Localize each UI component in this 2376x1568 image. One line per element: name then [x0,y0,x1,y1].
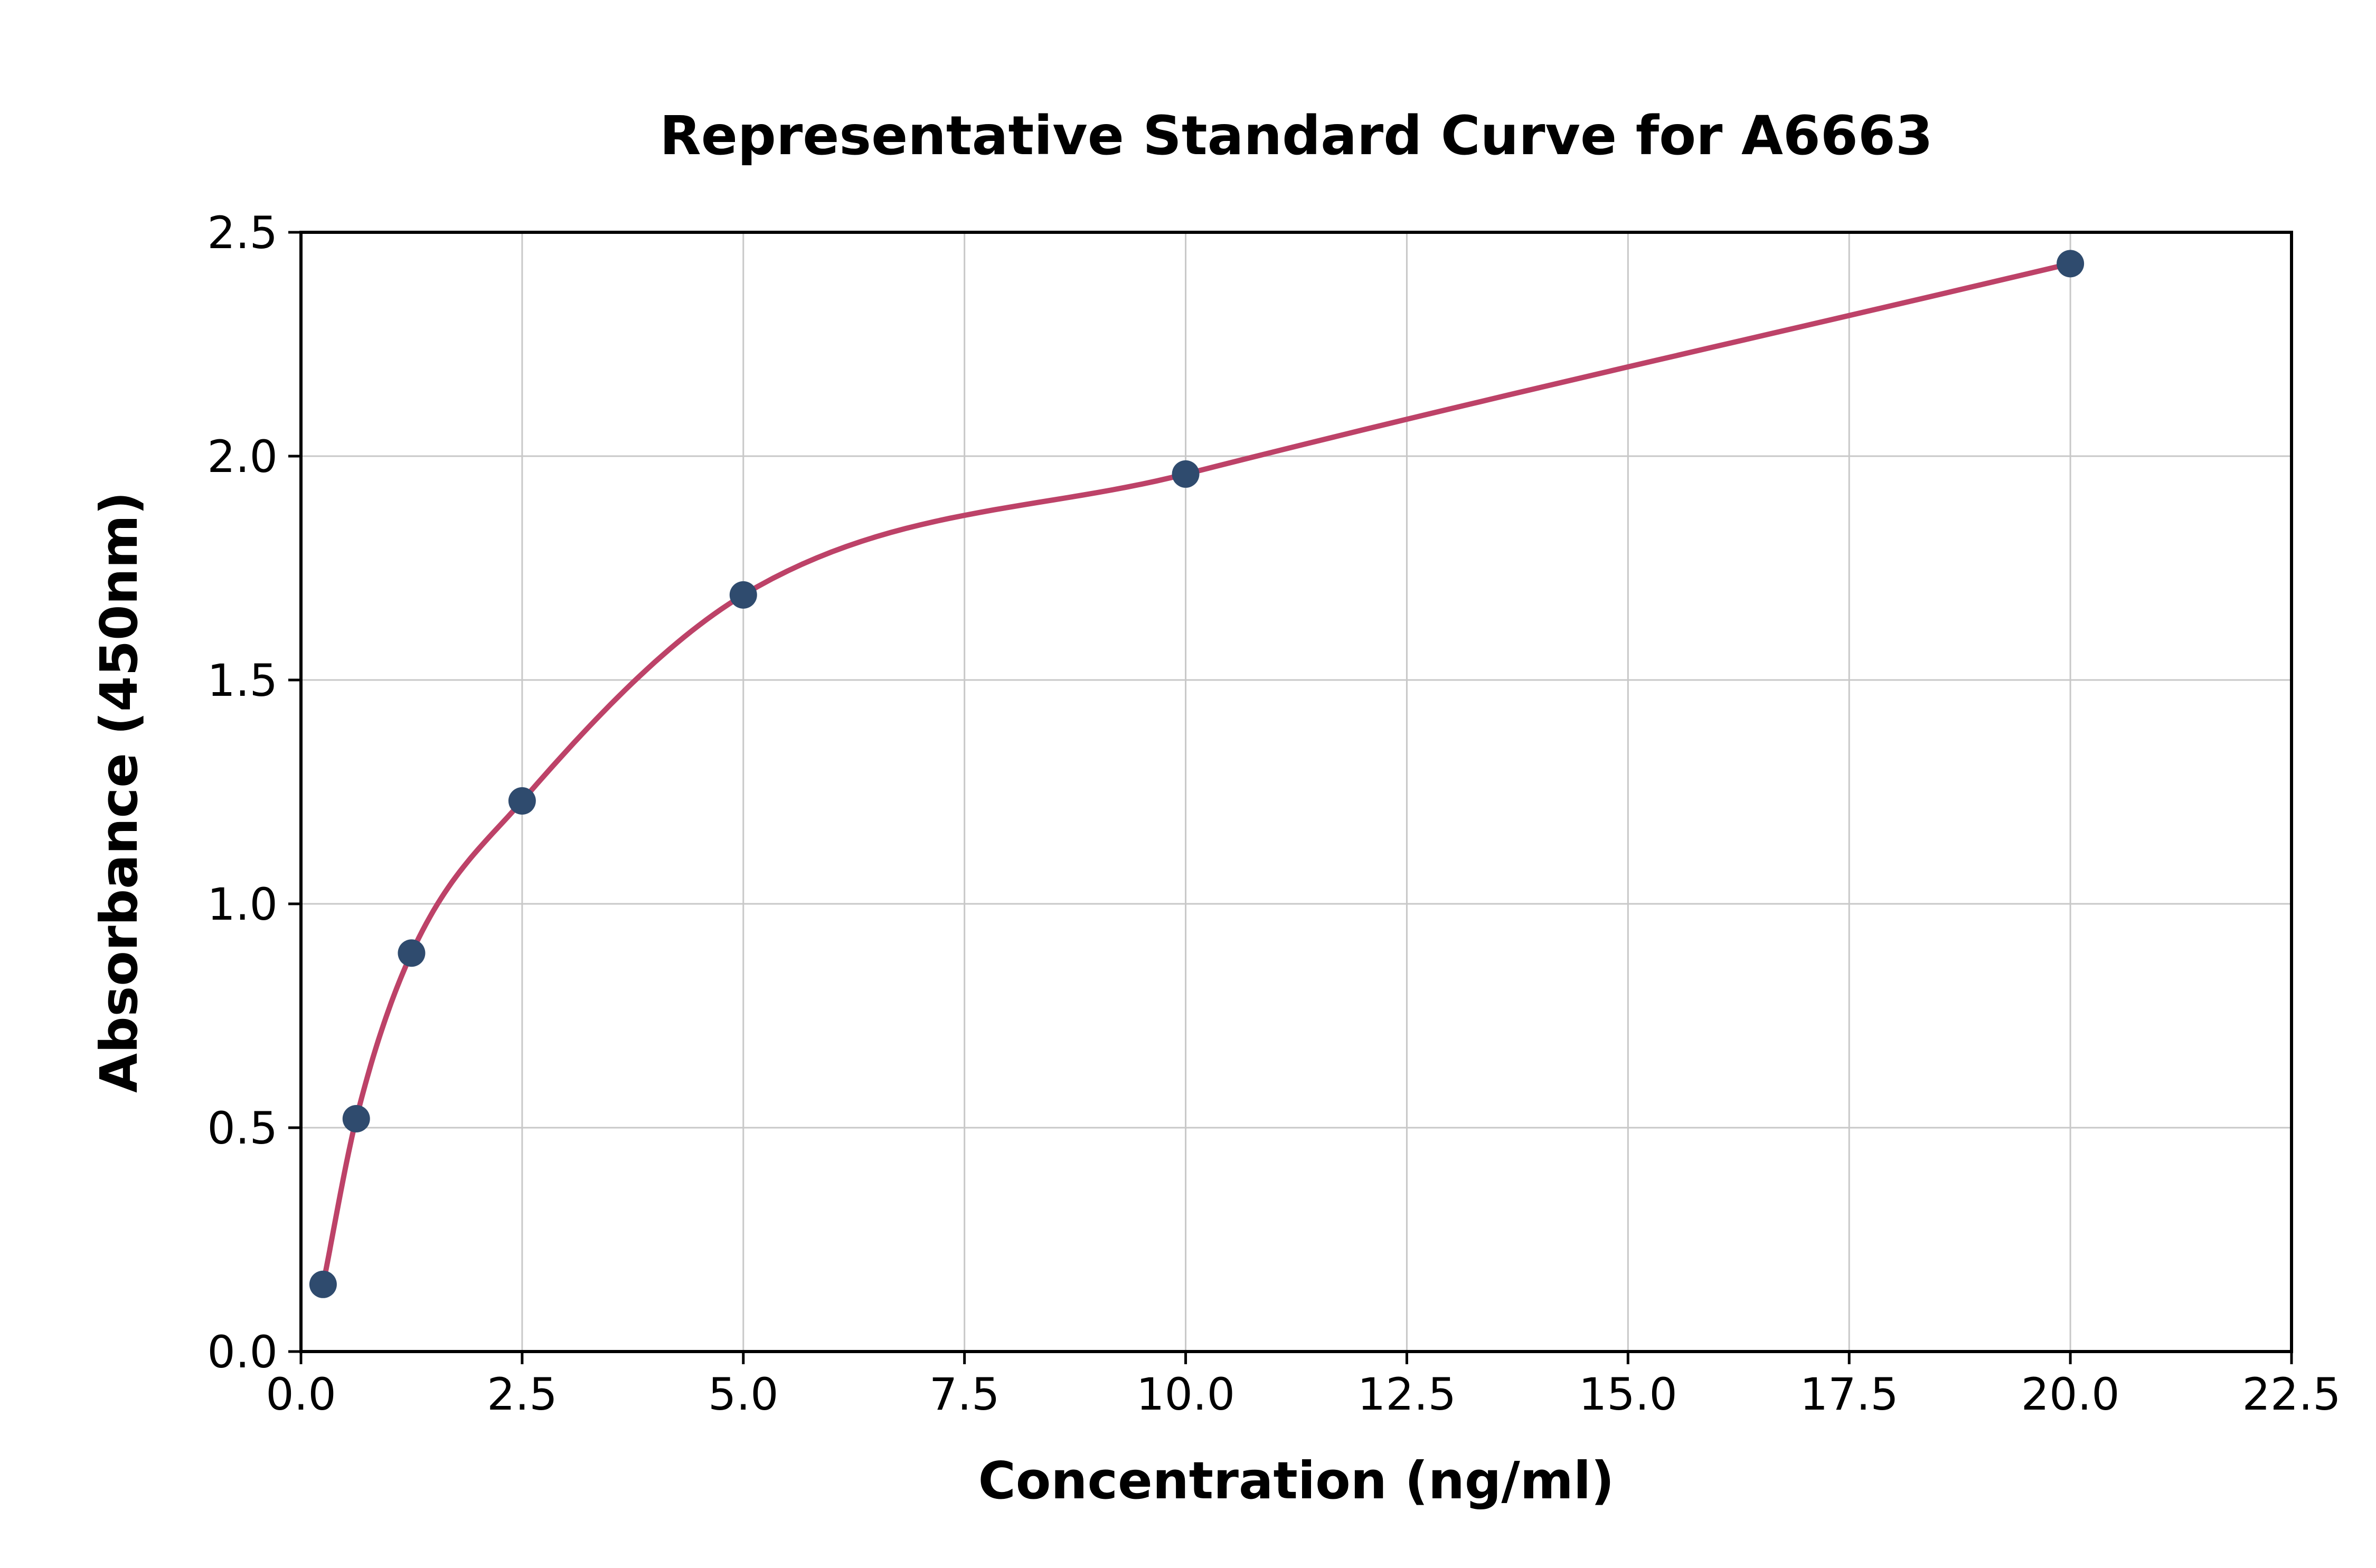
x-tick-label: 20.0 [2021,1368,2120,1420]
x-tick-label: 22.5 [2242,1368,2341,1420]
data-point [508,787,536,815]
x-tick-label: 17.5 [1800,1368,1899,1420]
data-point [1172,460,1200,488]
y-tick-label: 1.5 [207,655,278,706]
x-tick-label: 15.0 [1579,1368,1677,1420]
plot-border [299,231,2293,1353]
chart-title: Representative Standard Curve for A6663 [659,105,1933,167]
data-point [398,939,426,967]
x-axis-label: Concentration (ng/ml) [978,1451,1615,1510]
y-tick-label: 2.5 [207,207,278,259]
data-point [342,1105,370,1133]
fit-curve [320,261,2073,1287]
data-point [2057,250,2085,278]
y-tick-label: 2.0 [207,431,278,483]
x-tick-label: 10.0 [1136,1368,1235,1420]
data-point [309,1270,337,1298]
y-tick-label: 0.0 [207,1326,278,1378]
x-tick-label: 2.5 [487,1368,558,1420]
x-tick-label: 12.5 [1357,1368,1456,1420]
y-tick-label: 0.5 [207,1102,278,1154]
data-point [729,581,757,609]
x-tick-label: 5.0 [708,1368,779,1420]
x-tick-label: 0.0 [266,1368,336,1420]
y-tick-label: 1.0 [207,879,278,930]
x-tick-label: 7.5 [929,1368,1000,1420]
